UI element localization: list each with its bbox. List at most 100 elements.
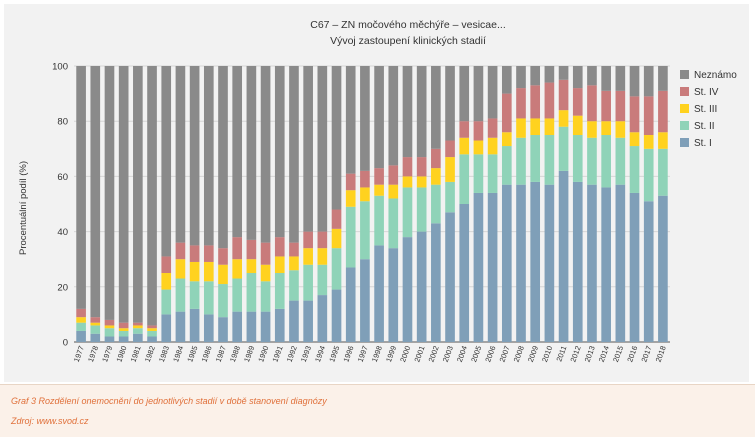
- bar-segment: [118, 336, 129, 342]
- x-tick-label: 1993: [299, 345, 313, 364]
- bar-segment: [303, 248, 313, 265]
- bar-segment: [445, 181, 455, 213]
- x-tick-label: 2002: [427, 345, 441, 364]
- legend-label: St. III: [694, 104, 717, 115]
- legend-label: Neznámo: [694, 70, 737, 81]
- bar-segment: [629, 66, 640, 97]
- bar-segment: [501, 184, 512, 342]
- bar-segment: [530, 135, 541, 182]
- bar-segment: [516, 88, 526, 119]
- bar-segment: [90, 317, 101, 323]
- bar-segment: [374, 168, 384, 185]
- bar-segment: [147, 336, 157, 342]
- bar-segment: [629, 192, 640, 342]
- y-tick-label: 60: [57, 172, 68, 183]
- bar-segment: [246, 66, 257, 240]
- bar-segment: [345, 173, 356, 191]
- bar-segment: [445, 157, 455, 182]
- bar-segment: [431, 66, 441, 149]
- bar-segment: [487, 66, 498, 119]
- x-tick-label: 1996: [341, 345, 355, 364]
- bar-segment: [558, 110, 569, 127]
- bar-segment: [189, 66, 200, 246]
- bar-segment: [76, 66, 86, 309]
- legend-swatch: [680, 121, 689, 130]
- bar-segment: [431, 223, 441, 342]
- x-tick-label: 1991: [270, 345, 284, 364]
- legend-swatch: [680, 87, 689, 96]
- bar-segment: [473, 140, 484, 155]
- bar-segment: [331, 289, 342, 342]
- bar-segment: [175, 311, 186, 342]
- bar-segment: [104, 336, 115, 342]
- legend-label: St. II: [694, 121, 715, 132]
- x-tick-label: 1979: [100, 345, 114, 364]
- x-tick-label: 2018: [654, 345, 668, 364]
- bar-segment: [246, 239, 257, 260]
- bar-segment: [473, 154, 484, 193]
- bar-segment: [587, 66, 597, 86]
- bar-segment: [388, 66, 399, 166]
- x-tick-label: 2016: [625, 345, 639, 364]
- bar-segment: [246, 259, 257, 273]
- bar-segment: [374, 245, 384, 342]
- bar-segment: [544, 184, 555, 342]
- bar-segment: [629, 146, 640, 193]
- bars: [76, 66, 668, 342]
- bar-segment: [643, 66, 654, 97]
- bar-segment: [629, 96, 640, 133]
- bar-segment: [232, 278, 243, 312]
- chart-title: C67 – ZN močového měchýře – vesicae...: [310, 19, 506, 31]
- bar-segment: [303, 66, 313, 232]
- x-tick-label: 1978: [86, 345, 100, 364]
- bar-segment: [274, 308, 285, 342]
- bar-segment: [289, 270, 299, 301]
- bar-segment: [189, 261, 200, 282]
- bar-segment: [601, 121, 611, 135]
- bar-segment: [360, 259, 370, 342]
- x-tick-label: 2003: [441, 345, 455, 364]
- bar-segment: [572, 66, 583, 89]
- x-tick-label: 2006: [483, 345, 497, 364]
- bar-segment: [459, 137, 470, 155]
- bar-segment: [658, 90, 668, 133]
- bar-segment: [416, 66, 427, 158]
- bar-segment: [161, 256, 172, 273]
- bar-segment: [232, 237, 243, 260]
- bar-segment: [246, 273, 257, 312]
- bar-segment: [147, 325, 157, 329]
- bar-segment: [104, 328, 115, 337]
- bar-segment: [572, 88, 583, 116]
- bar-segment: [118, 322, 129, 329]
- bar-segment: [388, 248, 399, 342]
- bar-segment: [133, 333, 143, 342]
- x-tick-label: 1986: [200, 345, 214, 364]
- bar-segment: [76, 322, 86, 331]
- bar-segment: [331, 248, 342, 290]
- y-tick-label: 80: [57, 117, 68, 128]
- bar-segment: [501, 93, 512, 133]
- bar-segment: [232, 259, 243, 279]
- bar-segment: [218, 264, 228, 285]
- bar-segment: [331, 209, 342, 229]
- bar-segment: [587, 137, 597, 185]
- bar-segment: [402, 157, 413, 177]
- bar-segment: [289, 256, 299, 271]
- bar-segment: [260, 66, 271, 243]
- bar-segment: [260, 264, 271, 282]
- x-tick-label: 1995: [327, 345, 341, 364]
- bar-segment: [558, 79, 569, 111]
- bar-segment: [161, 273, 172, 290]
- x-tick-label: 1984: [171, 345, 185, 364]
- bar-segment: [587, 85, 597, 122]
- bar-segment: [218, 66, 228, 249]
- x-tick-label: 2011: [554, 345, 568, 363]
- chart-subtitle: Vývoj zastoupení klinických stadií: [330, 35, 486, 47]
- bar-segment: [260, 242, 271, 265]
- x-tick-label: 2000: [398, 345, 412, 364]
- x-tick-label: 1994: [313, 345, 327, 364]
- bar-segment: [544, 135, 555, 185]
- bar-segment: [303, 300, 313, 342]
- bar-segment: [203, 281, 214, 315]
